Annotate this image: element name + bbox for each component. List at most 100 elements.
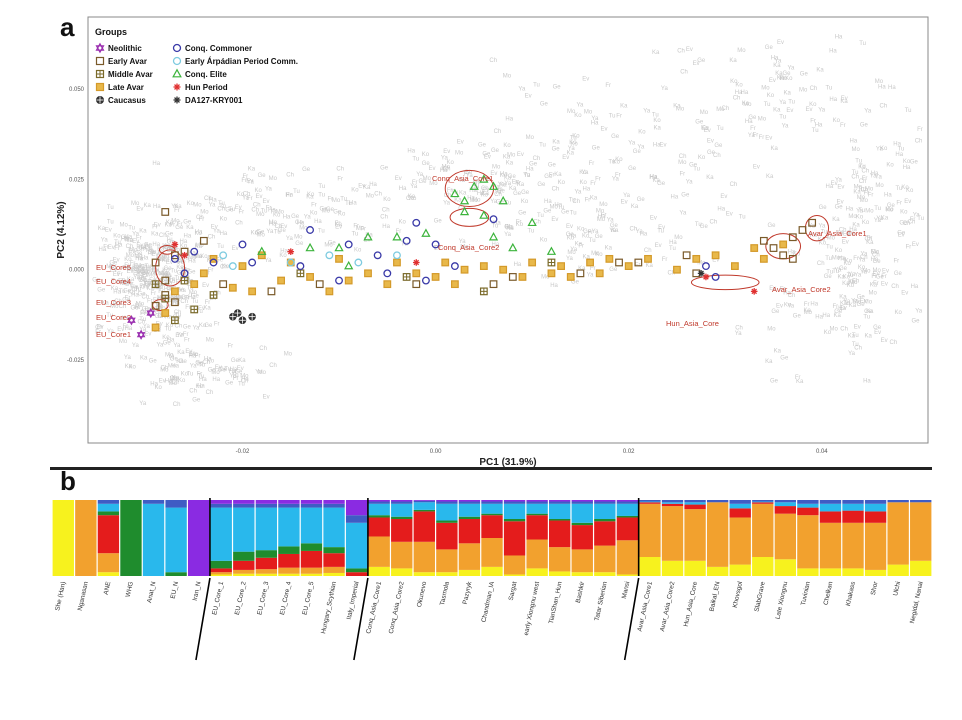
reference-label-mark: Ev <box>232 246 239 252</box>
reference-label-mark: Ka <box>509 186 517 192</box>
reference-label-mark: Ge <box>225 381 234 387</box>
admixture-segment <box>842 500 864 504</box>
reference-label-mark: Ev <box>650 216 657 222</box>
reference-label-mark: Ha <box>99 247 107 253</box>
reference-label-mark: Ge <box>876 275 885 281</box>
admixture-segment <box>142 503 165 576</box>
data-point <box>557 262 566 271</box>
data-point <box>702 273 710 281</box>
population-label: EU_N <box>170 581 181 600</box>
reference-label-mark: Fr <box>169 277 175 283</box>
reference-label-mark: Ka <box>784 90 792 96</box>
reference-label-mark: Mo <box>160 368 169 374</box>
admixture-segment <box>752 503 774 557</box>
data-point <box>546 246 557 255</box>
reference-label-mark: Ka <box>839 294 847 300</box>
reference-label-mark: Ka <box>156 257 164 263</box>
reference-label-mark: Ya <box>835 177 843 183</box>
data-point <box>701 262 710 271</box>
reference-label-mark: Ya <box>490 199 498 205</box>
reference-label-mark: Mo <box>864 299 873 305</box>
reference-label-mark: Ge <box>611 134 620 140</box>
legend-entry-label: Conq. Commoner <box>185 44 252 53</box>
reference-label-mark: Ha <box>717 206 725 212</box>
reference-label-mark: Ka <box>611 228 619 234</box>
reference-label-mark: Ya <box>139 327 147 333</box>
reference-label-mark: Ch <box>668 270 676 276</box>
reference-label-mark: Fr <box>867 236 873 242</box>
reference-label-mark: Ka <box>567 150 575 156</box>
reference-label-mark: Ka <box>203 305 211 311</box>
reference-label-mark: Ch <box>220 265 228 271</box>
reference-label-mark: Ko <box>338 212 346 218</box>
reference-label-mark: Ev <box>117 327 124 333</box>
reference-label-mark: Ev <box>134 264 141 270</box>
reference-label-mark: Ya <box>180 266 188 272</box>
population-label: Baikal_EN <box>708 581 721 612</box>
reference-label-mark: Tu <box>147 251 154 257</box>
reference-label-mark: Ka <box>646 263 654 269</box>
admixture-segment <box>594 521 616 546</box>
reference-label-mark: Ev <box>136 207 143 213</box>
admixture-segment <box>233 500 255 504</box>
reference-label-mark: Fr <box>337 177 343 183</box>
reference-label-mark: Mo <box>165 353 174 359</box>
legend-entry-label: Conq. Elite <box>185 70 227 79</box>
reference-label-mark: Ka <box>306 194 314 200</box>
reference-label-mark: Ch <box>189 389 197 395</box>
data-point <box>373 251 382 260</box>
reference-label-mark: Ka <box>590 196 598 202</box>
reference-label-mark: Ge <box>140 310 149 316</box>
reference-label-mark: Fr <box>184 338 190 344</box>
admixture-segment <box>864 569 887 576</box>
reference-label-mark: Ko <box>638 129 646 135</box>
reference-label-mark: Fr <box>139 284 145 290</box>
data-point <box>344 276 353 285</box>
reference-label-mark: Mo <box>678 160 687 166</box>
admixture-segment <box>458 516 481 519</box>
reference-label-mark: Ya <box>870 173 878 179</box>
reference-label-mark: Mo <box>832 255 841 261</box>
data-point <box>171 241 179 248</box>
admixture-segment <box>503 519 526 522</box>
reference-label-mark: Ch <box>171 380 179 386</box>
reference-label-mark: Ev <box>806 107 813 113</box>
reference-label-mark: Ha <box>815 122 823 128</box>
reference-label-mark: Fr <box>795 375 801 381</box>
reference-label-mark: Ch <box>443 167 451 173</box>
data-point <box>248 312 256 321</box>
reference-label-mark: Fr <box>199 217 205 223</box>
reference-label-mark: Ge <box>897 230 906 236</box>
reference-label-mark: Ev <box>854 325 861 331</box>
reference-label-mark: Ko <box>886 163 894 169</box>
admixture-segment <box>278 500 300 504</box>
reference-label-mark: Ge <box>873 259 882 265</box>
data-point <box>527 217 537 227</box>
reference-label-mark: Ka <box>162 258 170 264</box>
data-point <box>431 273 440 281</box>
reference-label-mark: Ha <box>176 295 184 301</box>
admixture-segment <box>391 516 413 519</box>
population-bar <box>594 500 616 576</box>
cluster-label: EU_Core1 <box>96 330 131 339</box>
data-point <box>161 276 170 285</box>
data-point <box>508 242 518 252</box>
reference-label-mark: Fr <box>243 174 249 180</box>
reference-label-mark: Ev <box>263 199 270 205</box>
reference-label-mark: Ha <box>505 117 513 123</box>
reference-label-mark: Ha <box>826 184 834 190</box>
reference-label-mark: Ev <box>127 269 134 275</box>
reference-label-mark: Mo <box>206 338 215 344</box>
reference-label-mark: Mo <box>284 352 293 358</box>
admixture-segment <box>233 560 255 570</box>
admixture-segment <box>255 507 278 551</box>
admixture-segment <box>616 503 639 516</box>
reference-label-mark: Ko <box>354 247 362 253</box>
reference-label-mark: Ko <box>767 93 775 99</box>
reference-label-mark: Ev <box>566 224 573 230</box>
legend-marker <box>96 96 104 104</box>
admixture-segment <box>819 511 842 523</box>
reference-label-mark: Ya <box>416 172 424 178</box>
reference-label-mark: Ge <box>138 292 147 298</box>
reference-label-mark: Fr <box>123 324 129 330</box>
